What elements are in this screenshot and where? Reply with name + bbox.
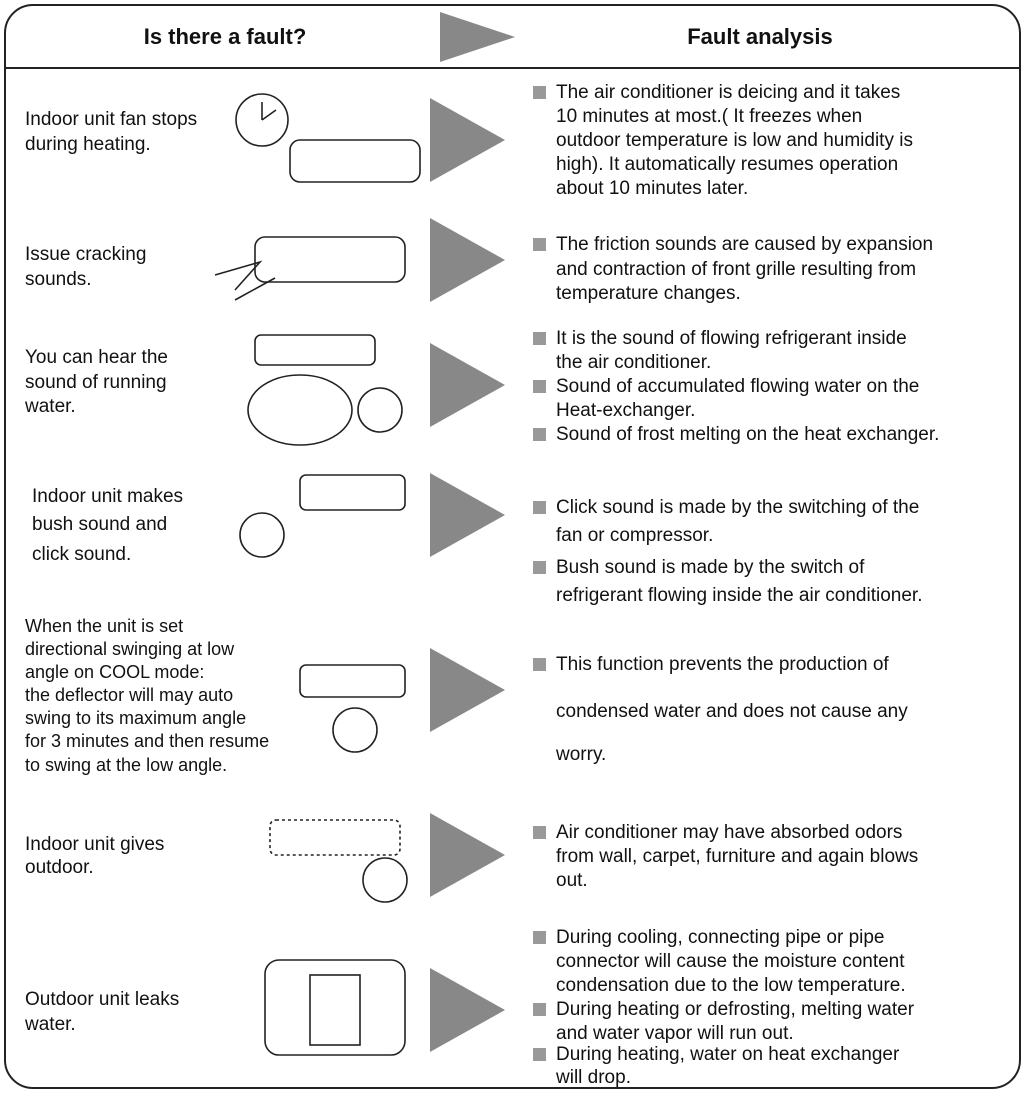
- fault-text: to swing at the low angle.: [25, 755, 227, 775]
- analysis-text: connector will cause the moisture conten…: [556, 951, 905, 972]
- fault-text: water.: [24, 1014, 76, 1035]
- row-arrow: [430, 473, 505, 557]
- analysis-text: Air conditioner may have absorbed odors: [556, 822, 902, 843]
- fault-text: sound of running: [25, 372, 167, 393]
- analysis-text: temperature changes.: [556, 283, 741, 304]
- analysis-text: high). It automatically resumes operatio…: [556, 154, 898, 175]
- bullet: [533, 428, 546, 441]
- fault-text: When the unit is set: [25, 616, 183, 636]
- bullet: [533, 501, 546, 514]
- analysis-text: and contraction of front grille resultin…: [556, 259, 916, 280]
- bullet: [533, 380, 546, 393]
- ac-unit: [269, 819, 401, 856]
- person: [362, 857, 408, 903]
- bullet: [533, 238, 546, 251]
- bullet: [533, 931, 546, 944]
- bullet: [533, 86, 546, 99]
- analysis-text: outdoor temperature is low and humidity …: [556, 130, 913, 151]
- analysis-text: and water vapor will run out.: [556, 1023, 794, 1044]
- fault-text: during heating.: [25, 134, 151, 155]
- analysis-text: It is the sound of flowing refrigerant i…: [556, 328, 907, 349]
- outdoor-unit: [264, 959, 406, 1056]
- fault-text: Indoor unit makes: [32, 486, 183, 507]
- fault-text: Indoor unit gives: [25, 834, 164, 855]
- analysis-text: Sound of frost melting on the heat excha…: [556, 424, 939, 445]
- ac-unit: [254, 236, 406, 283]
- fault-text: You can hear the: [25, 347, 168, 368]
- analysis-text: about 10 minutes later.: [556, 178, 748, 199]
- row-arrow: [430, 218, 505, 302]
- bullet: [533, 561, 546, 574]
- analysis-text: condensed water and does not cause any: [556, 701, 908, 722]
- fault-text: Issue cracking: [25, 244, 146, 265]
- fault-text: Indoor unit fan stops: [25, 109, 197, 130]
- header-fault: Is there a fault?: [144, 24, 307, 49]
- analysis-text: Bush sound is made by the switch of: [556, 557, 865, 578]
- ac-unit: [289, 139, 421, 183]
- row-arrow: [430, 968, 505, 1052]
- outdoor-grille: [309, 974, 361, 1046]
- person: [357, 387, 403, 433]
- analysis-text: out.: [556, 870, 588, 891]
- analysis-text: Heat-exchanger.: [556, 400, 695, 421]
- row-arrow: [430, 98, 505, 182]
- analysis-text: fan or compressor.: [556, 525, 713, 546]
- analysis-text: 10 minutes at most.( It freezes when: [556, 106, 862, 127]
- analysis-text: the air conditioner.: [556, 352, 711, 373]
- analysis-text: Sound of accumulated flowing water on th…: [556, 376, 919, 397]
- header-arrow: [440, 12, 515, 62]
- frame: [4, 4, 1021, 1089]
- row-arrow: [430, 648, 505, 732]
- analysis-text: condensation due to the low temperature.: [556, 975, 906, 996]
- clock-hands: [261, 102, 277, 121]
- analysis-text: During cooling, connecting pipe or pipe: [556, 927, 885, 948]
- analysis-text: worry.: [555, 744, 606, 765]
- fault-text: bush sound and: [32, 514, 167, 535]
- crack-lines: [214, 260, 276, 301]
- speech-bubble: [247, 374, 353, 446]
- bullet: [533, 826, 546, 839]
- fault-text: click sound.: [32, 544, 131, 565]
- analysis-text: The air conditioner is deicing and it ta…: [556, 82, 900, 103]
- ac-unit: [254, 334, 376, 366]
- analysis-text: refrigerant flowing inside the air condi…: [556, 585, 922, 606]
- analysis-text: from wall, carpet, furniture and again b…: [556, 846, 918, 867]
- illustrations: [214, 93, 421, 1056]
- fault-text: for 3 minutes and then resume: [25, 731, 269, 751]
- fault-text: Outdoor unit leaks: [25, 989, 179, 1010]
- bullet: [533, 332, 546, 345]
- analysis-text: During heating or defrosting, melting wa…: [556, 999, 915, 1020]
- clock: [235, 93, 289, 147]
- person: [332, 707, 378, 753]
- header-analysis: Fault analysis: [687, 24, 833, 49]
- analysis-text: This function prevents the production of: [556, 654, 889, 675]
- fault-text: water.: [24, 396, 76, 417]
- ac-unit: [299, 664, 406, 698]
- ac-unit: [299, 474, 406, 511]
- analysis-text: will drop.: [555, 1067, 631, 1088]
- fault-text: outdoor.: [25, 857, 94, 878]
- analysis-text: The friction sounds are caused by expans…: [556, 234, 933, 255]
- person: [239, 512, 285, 558]
- fault-text: the deflector will may auto: [25, 685, 233, 705]
- bullet: [533, 658, 546, 671]
- analysis-text: During heating, water on heat exchanger: [556, 1044, 900, 1065]
- analysis-text: Click sound is made by the switching of …: [556, 497, 919, 518]
- bullet: [533, 1048, 546, 1061]
- fault-text: sounds.: [25, 269, 92, 290]
- row-arrow: [430, 343, 505, 427]
- row-arrow: [430, 813, 505, 897]
- fault-text: directional swinging at low: [25, 639, 235, 659]
- fault-text: swing to its maximum angle: [25, 708, 246, 728]
- fault-text: angle on COOL mode:: [25, 662, 204, 682]
- bullet: [533, 1003, 546, 1016]
